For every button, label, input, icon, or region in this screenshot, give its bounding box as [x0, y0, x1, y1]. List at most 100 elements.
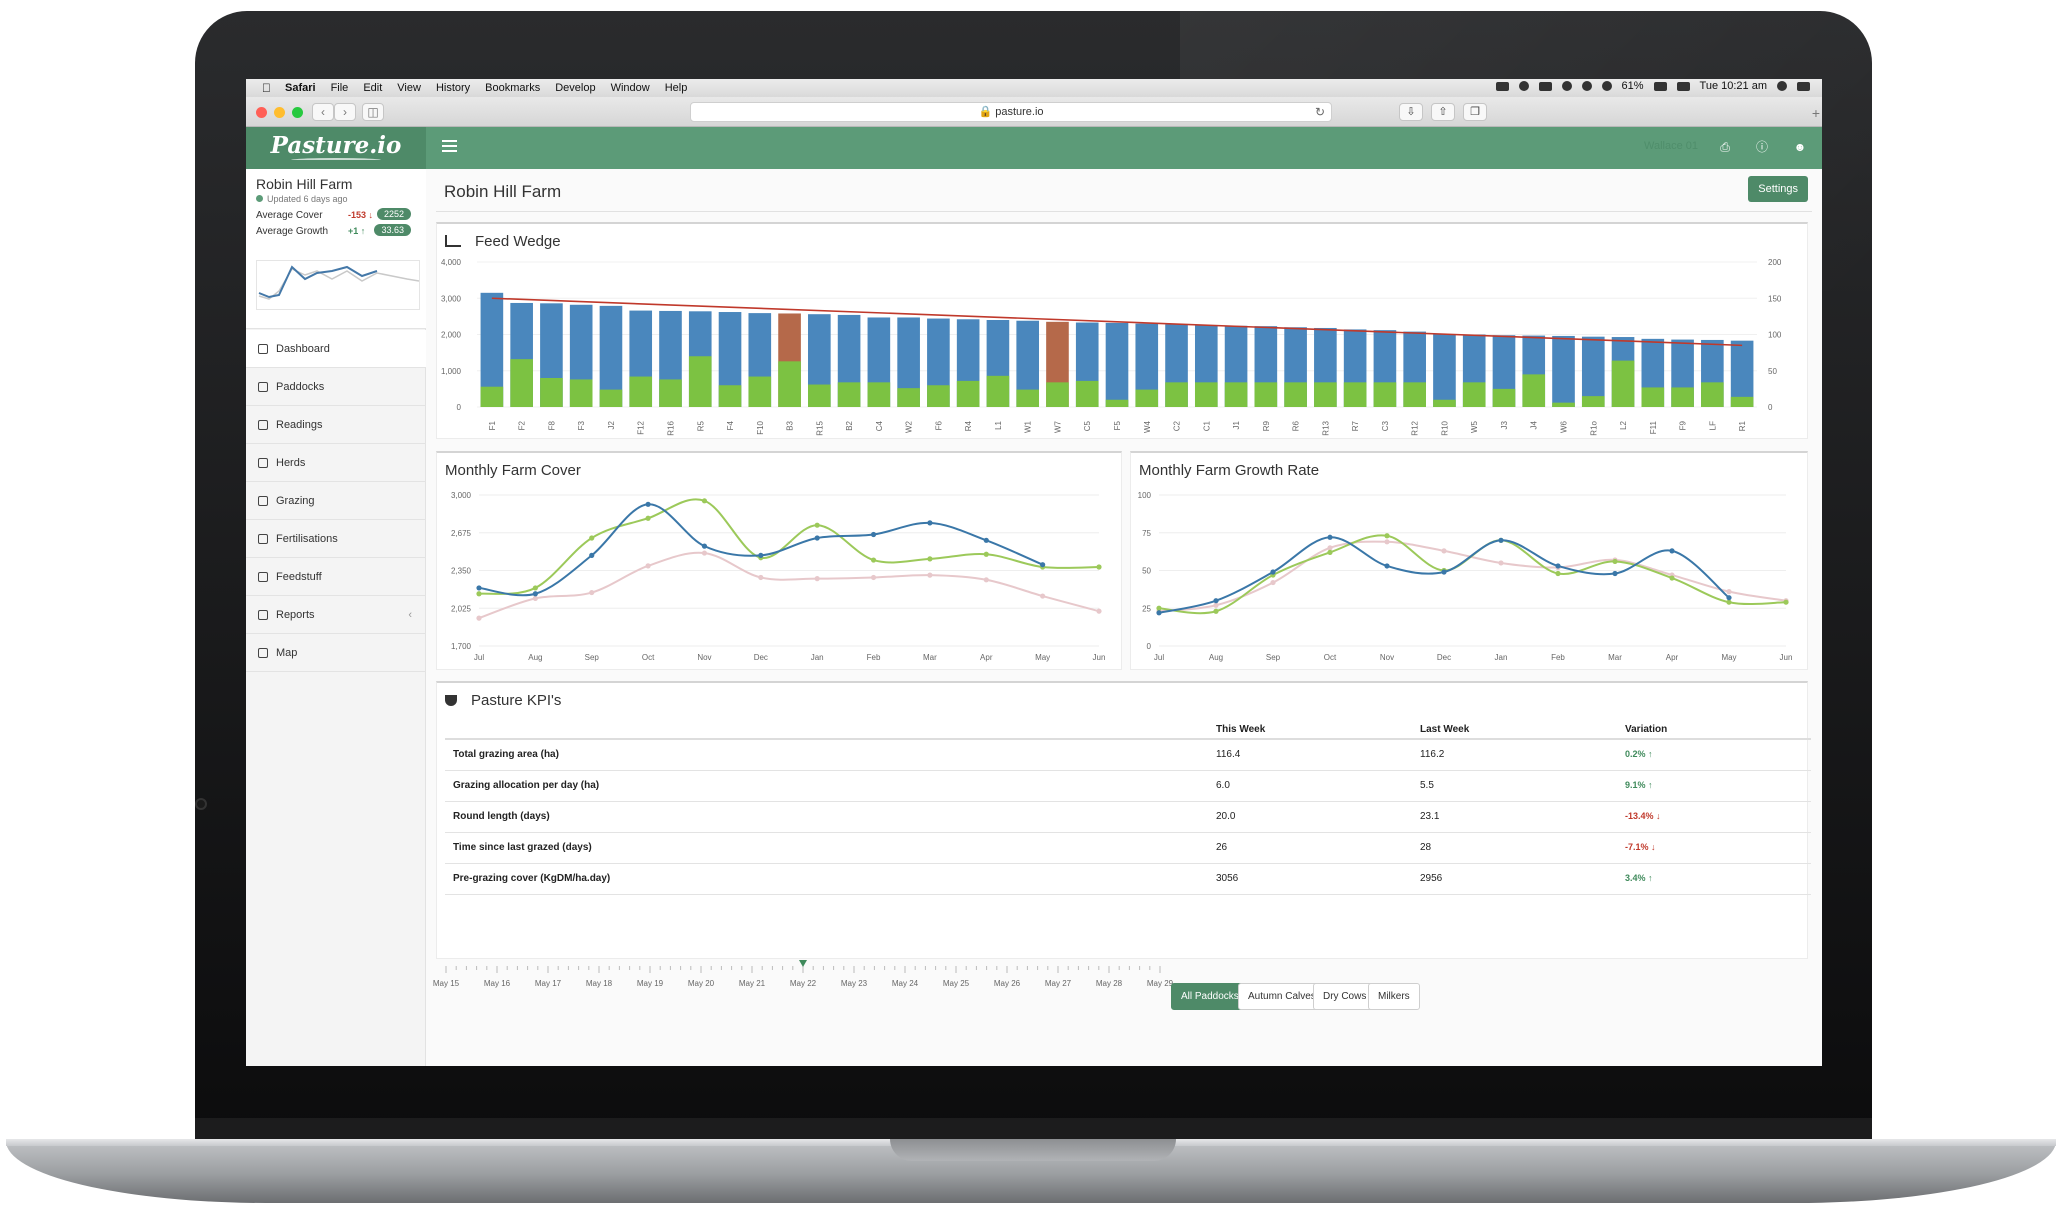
series-0-point[interactable] — [1669, 548, 1675, 554]
growth-bar-r5[interactable] — [688, 356, 712, 407]
series-0-point[interactable] — [532, 591, 538, 597]
battery-icon[interactable] — [1653, 81, 1667, 91]
series-1-point[interactable] — [870, 557, 877, 563]
series-2-point[interactable] — [532, 595, 538, 601]
new-tab-icon[interactable]: + — [1811, 105, 1820, 121]
growth-bar-r9[interactable] — [1254, 382, 1278, 407]
menu-history[interactable]: History — [426, 82, 470, 94]
series-1-point[interactable] — [645, 515, 651, 521]
growth-bar-w2[interactable] — [897, 388, 920, 407]
cover-bar-r1[interactable] — [1730, 340, 1754, 407]
growth-bar-l1[interactable] — [986, 375, 1010, 407]
series-2-point[interactable] — [645, 563, 651, 569]
timeline-marker-icon[interactable] — [799, 960, 807, 967]
growth-bar-c2[interactable] — [1165, 382, 1188, 407]
growth-bar-r6[interactable] — [1284, 382, 1307, 407]
series-1-point[interactable] — [589, 535, 595, 541]
cover-bar-r15[interactable] — [808, 314, 831, 407]
growth-bar-r15[interactable] — [808, 384, 831, 407]
wifi-icon[interactable] — [1601, 81, 1612, 91]
settings-button[interactable]: Settings — [1748, 176, 1808, 202]
growth-bar-j4[interactable] — [1522, 374, 1546, 407]
app-logo[interactable]: Pasture.io — [246, 127, 426, 169]
growth-bar-w1[interactable] — [1016, 389, 1040, 407]
growth-bar-f12[interactable] — [629, 376, 653, 407]
series-0-point[interactable] — [1384, 563, 1390, 569]
timeline-date-label[interactable]: May 20 — [688, 979, 715, 988]
cover-bar-w4[interactable] — [1135, 323, 1159, 407]
series-2-point[interactable] — [701, 550, 708, 556]
series-1-point[interactable] — [1783, 599, 1789, 605]
timeline-date-label[interactable]: May 18 — [586, 979, 613, 988]
series-1-point[interactable] — [1327, 549, 1333, 555]
herd-filter-autumn-calves[interactable]: Autumn Calves — [1238, 983, 1326, 1010]
timeline-date-label[interactable]: May 24 — [892, 979, 919, 988]
sidebar-item-readings[interactable]: Readings — [246, 406, 426, 444]
search-icon[interactable] — [1777, 81, 1787, 91]
growth-bar-f6[interactable] — [927, 385, 950, 407]
series-0-point[interactable] — [814, 535, 820, 541]
series-2-point[interactable] — [870, 574, 877, 581]
timeline-date-label[interactable]: May 15 — [433, 979, 460, 988]
print-icon[interactable]: ⎙ — [1720, 140, 1730, 154]
timemachine-icon[interactable] — [1561, 81, 1572, 91]
close-window-button[interactable] — [256, 107, 267, 118]
cover-bar-f6[interactable] — [927, 318, 950, 407]
timeline-date-label[interactable]: May 21 — [739, 979, 766, 988]
growth-bar-c3[interactable] — [1373, 382, 1397, 407]
sidebar-item-fertilisations[interactable]: Fertilisations — [246, 520, 426, 558]
cover-bar-f4[interactable] — [718, 312, 742, 407]
dropbox-icon[interactable] — [1495, 81, 1509, 91]
series-0-point[interactable] — [645, 501, 651, 507]
series-1-point[interactable] — [1213, 608, 1219, 614]
series-2-point[interactable] — [1726, 589, 1732, 595]
timeline-date-label[interactable]: May 28 — [1096, 979, 1123, 988]
hamburger-menu-icon[interactable] — [442, 140, 457, 152]
series-0-point[interactable] — [927, 520, 933, 526]
growth-bar-r12[interactable] — [1403, 382, 1426, 407]
series-0-point[interactable] — [1156, 610, 1162, 616]
growth-bar-f1[interactable] — [480, 386, 504, 407]
series-0-point[interactable] — [758, 552, 764, 558]
series-2-point[interactable] — [927, 572, 933, 578]
series-2-point[interactable] — [1327, 545, 1333, 551]
growth-bar-f3[interactable] — [569, 379, 593, 407]
series-0-point[interactable] — [1270, 569, 1276, 575]
sidebar-item-dashboard[interactable]: Dashboard — [246, 330, 426, 368]
series-0-point[interactable] — [870, 531, 877, 538]
status-icon[interactable] — [1518, 81, 1529, 91]
series-0-point[interactable] — [1498, 537, 1504, 543]
growth-bar-j3[interactable] — [1492, 388, 1516, 407]
series-1-point[interactable] — [927, 556, 933, 562]
herd-filter-milkers[interactable]: Milkers — [1368, 983, 1420, 1010]
growth-bar-w5[interactable] — [1462, 382, 1486, 407]
growth-bar-w7[interactable] — [1046, 382, 1069, 407]
timeline-date-label[interactable]: May 16 — [484, 979, 511, 988]
timeline-date-label[interactable]: May 17 — [535, 979, 562, 988]
cover-bar-j2[interactable] — [599, 305, 623, 407]
reload-icon[interactable]: ↻ — [1314, 105, 1325, 119]
series-1-point[interactable] — [1612, 558, 1618, 565]
menu-view[interactable]: View — [388, 82, 421, 94]
growth-bar-f9[interactable] — [1671, 387, 1694, 407]
cover-bar-r10[interactable] — [1433, 334, 1456, 408]
series-0-point[interactable] — [983, 537, 989, 543]
timeline-date-label[interactable]: May 19 — [637, 979, 664, 988]
growth-bar-r4[interactable] — [956, 380, 980, 407]
series-0-point[interactable] — [476, 585, 482, 591]
growth-bar-f8[interactable] — [540, 378, 563, 407]
timeline-date-label[interactable]: May 29 — [1147, 979, 1174, 988]
timeline-date-label[interactable]: May 26 — [994, 979, 1021, 988]
series-0-point[interactable] — [1555, 563, 1561, 569]
growth-bar-r7[interactable] — [1343, 382, 1367, 407]
series-2-point[interactable] — [1270, 579, 1276, 586]
series-2-point[interactable] — [983, 577, 989, 583]
menu-bookmarks[interactable]: Bookmarks — [476, 82, 540, 94]
series-2-point[interactable] — [1096, 608, 1102, 614]
series-1-point[interactable] — [1669, 575, 1675, 581]
apple-icon[interactable]:  — [262, 81, 271, 95]
series-1-point[interactable] — [701, 498, 708, 504]
series-2-point[interactable] — [1384, 539, 1390, 545]
cover-bar-r1o[interactable] — [1581, 336, 1605, 407]
growth-bar-w4[interactable] — [1135, 389, 1159, 407]
